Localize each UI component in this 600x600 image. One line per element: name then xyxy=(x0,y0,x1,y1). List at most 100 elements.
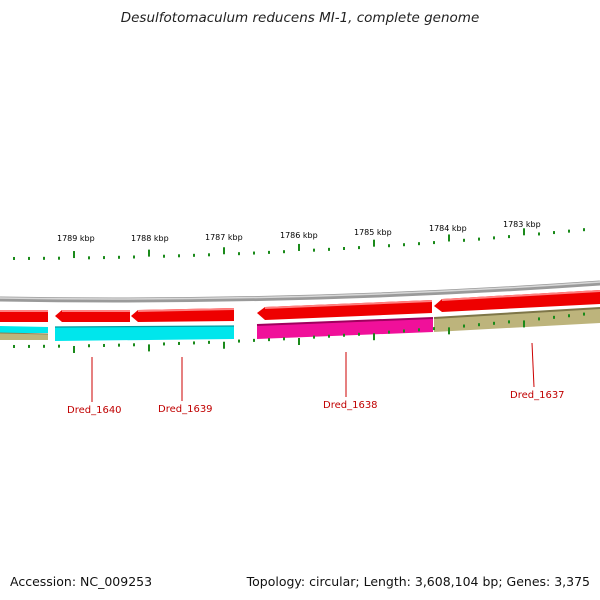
cog-block[interactable] xyxy=(0,333,48,340)
cog-block-edge xyxy=(433,307,600,319)
minor-tick xyxy=(343,247,345,251)
major-tick xyxy=(73,345,75,353)
gene-label[interactable]: Dred_1638 xyxy=(323,400,378,411)
cds-arrow-dred-1640[interactable] xyxy=(55,310,130,322)
genome-backbone xyxy=(0,280,600,303)
gene-label[interactable]: Dred_1639 xyxy=(158,404,213,415)
minor-tick xyxy=(28,256,30,260)
gene-label[interactable]: Dred_1640 xyxy=(67,405,122,416)
accession-label: Accession: NC_009253 xyxy=(10,574,153,589)
minor-tick xyxy=(268,338,270,342)
minor-tick xyxy=(88,344,90,348)
cog-block-dred-1637[interactable] xyxy=(434,308,600,332)
genome-backbone-highlight xyxy=(0,281,600,300)
minor-tick xyxy=(163,342,165,346)
minor-tick xyxy=(178,341,180,345)
major-tick xyxy=(223,247,225,255)
minor-tick xyxy=(238,339,240,343)
minor-tick xyxy=(208,340,210,344)
gene-label[interactable]: Dred_1637 xyxy=(510,390,565,401)
genome-stats: Topology: circular; Length: 3,608,104 bp… xyxy=(246,574,590,589)
leader-line xyxy=(531,342,535,388)
minor-tick xyxy=(58,256,60,260)
cog-block-dred-1640-1639[interactable] xyxy=(55,326,234,341)
minor-tick xyxy=(463,238,465,242)
coordinate-label: 1786 kbp xyxy=(280,231,318,240)
cds-arrow-highlight xyxy=(138,308,234,312)
major-tick xyxy=(373,239,375,247)
minor-tick xyxy=(388,244,390,248)
minor-tick xyxy=(253,251,255,255)
cds-arrow[interactable] xyxy=(0,310,48,322)
minor-tick xyxy=(508,235,510,239)
minor-tick xyxy=(313,335,315,339)
minor-tick xyxy=(433,241,435,245)
cog-block-edge xyxy=(0,332,49,335)
major-tick xyxy=(148,249,150,257)
minor-tick xyxy=(508,320,510,324)
minor-tick xyxy=(58,344,60,348)
coordinate-labels: 1789 kbp 1788 kbp 1787 kbp 1786 kbp 1785… xyxy=(57,220,541,243)
minor-tick xyxy=(478,323,480,327)
minor-tick xyxy=(238,252,240,256)
minor-tick xyxy=(118,343,120,347)
gene-labels: Dred_1640 Dred_1639 Dred_1638 Dred_1637 xyxy=(67,390,565,416)
gene-leader-lines xyxy=(91,342,535,402)
minor-tick xyxy=(478,237,480,241)
coordinate-label: 1784 kbp xyxy=(429,224,467,233)
minor-tick xyxy=(88,256,90,260)
minor-tick xyxy=(43,344,45,348)
major-tick xyxy=(523,228,525,236)
cog-block[interactable] xyxy=(0,326,48,333)
major-tick xyxy=(73,251,75,259)
minor-tick xyxy=(538,232,540,236)
major-tick xyxy=(298,243,300,251)
cds-arrow-dred-1637[interactable] xyxy=(434,290,600,312)
major-tick xyxy=(223,341,225,349)
minor-tick xyxy=(313,248,315,252)
cds-arrow-highlight xyxy=(0,310,48,312)
minor-tick xyxy=(418,242,420,246)
minor-tick xyxy=(328,334,330,338)
minor-tick xyxy=(583,312,585,316)
coordinate-label: 1788 kbp xyxy=(131,234,169,243)
coordinate-label: 1789 kbp xyxy=(57,234,95,243)
minor-tick xyxy=(103,256,105,260)
major-tick xyxy=(448,327,450,335)
tick-row-top xyxy=(13,228,585,260)
minor-tick xyxy=(133,343,135,347)
minor-tick xyxy=(403,329,405,333)
minor-tick xyxy=(268,250,270,254)
coordinate-label: 1787 kbp xyxy=(205,233,243,242)
minor-tick xyxy=(463,324,465,328)
minor-tick xyxy=(208,253,210,257)
minor-tick xyxy=(568,229,570,233)
minor-tick xyxy=(538,317,540,321)
minor-tick xyxy=(568,314,570,318)
minor-tick xyxy=(283,250,285,254)
minor-tick xyxy=(553,231,555,235)
cds-arrow-dred-1638[interactable] xyxy=(257,300,432,320)
major-tick xyxy=(373,333,375,341)
minor-tick xyxy=(13,256,15,260)
minor-tick xyxy=(343,333,345,337)
major-tick xyxy=(448,234,450,242)
minor-tick xyxy=(553,315,555,319)
cds-arrow-highlight xyxy=(442,290,600,301)
cds-arrow-highlight xyxy=(265,300,432,309)
minor-tick xyxy=(493,236,495,240)
minor-tick xyxy=(433,327,435,331)
major-tick xyxy=(298,338,300,346)
major-tick xyxy=(148,344,150,352)
cog-block-edge xyxy=(54,325,235,328)
minor-tick xyxy=(118,255,120,259)
minor-tick xyxy=(193,341,195,345)
minor-tick xyxy=(28,344,30,348)
minor-tick xyxy=(283,337,285,341)
tick-row-bottom xyxy=(13,312,585,353)
minor-tick xyxy=(253,338,255,342)
cog-block-edge xyxy=(256,317,434,326)
minor-tick xyxy=(358,332,360,336)
